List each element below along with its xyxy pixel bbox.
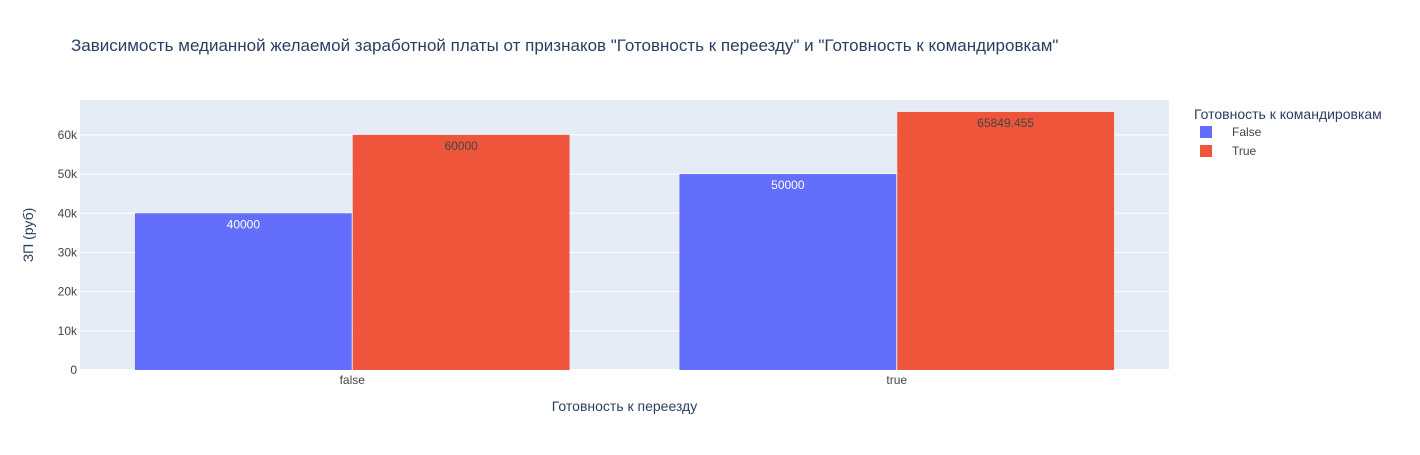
y-tick-label: 20k [58, 285, 78, 299]
x-tick-labels: false true [340, 373, 908, 387]
legend-item[interactable]: True [1200, 144, 1257, 158]
y-tick-label: 60k [58, 128, 78, 142]
legend-swatch [1200, 145, 1212, 157]
legend-label: False [1232, 125, 1262, 139]
y-axis-title: ЗП (руб) [20, 208, 36, 263]
legend-items[interactable]: False True [1200, 125, 1262, 158]
legend[interactable]: Готовность к командировкам False True [1194, 106, 1382, 158]
legend-item[interactable]: False [1200, 125, 1262, 139]
bar-data-label: 65849.455 [977, 116, 1034, 130]
bar[interactable] [134, 213, 352, 370]
y-tick-labels: 0 10k 20k 30k 40k 50k 60k [58, 128, 78, 377]
bar-data-labels: 40000 60000 50000 65849.455 [227, 116, 1035, 231]
y-tick-label: 10k [58, 324, 78, 338]
chart-title: Зависимость медианной желаемой заработно… [71, 36, 1058, 55]
bars [134, 111, 1115, 371]
bar-data-label: 40000 [227, 217, 261, 231]
x-tick-label: false [340, 373, 366, 387]
legend-swatch [1200, 126, 1212, 138]
y-tick-label: 50k [58, 167, 78, 181]
bar[interactable] [679, 174, 897, 370]
legend-label: True [1232, 144, 1257, 158]
x-axis-title: Готовность к переезду [552, 398, 697, 414]
bar-data-label: 60000 [444, 139, 478, 153]
bar-data-label: 50000 [771, 178, 805, 192]
y-tick-label: 30k [58, 245, 78, 259]
y-tick-label: 0 [70, 363, 77, 377]
bar[interactable] [352, 134, 570, 370]
bar[interactable] [897, 111, 1115, 371]
legend-title: Готовность к командировкам [1194, 106, 1382, 122]
x-tick-label: true [886, 373, 907, 387]
y-tick-label: 40k [58, 206, 78, 220]
